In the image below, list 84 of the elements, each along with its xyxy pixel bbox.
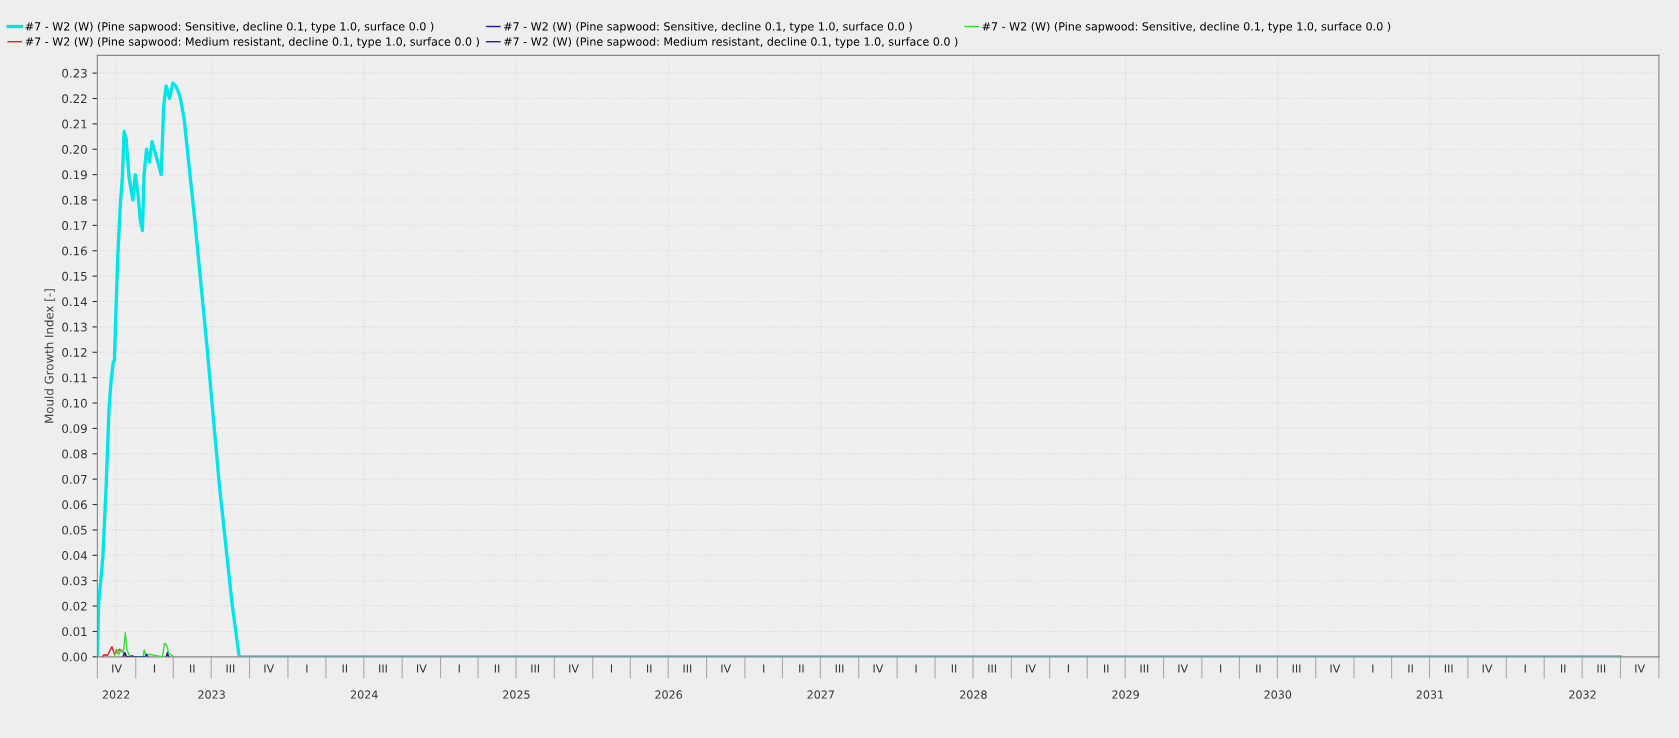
text: II	[1256, 664, 1261, 673]
y-tick-label: 0.17	[62, 221, 87, 231]
text: I	[458, 664, 460, 673]
text: II	[494, 664, 500, 673]
text: II	[647, 664, 652, 673]
y-tick-label: 0.20	[62, 144, 87, 154]
text: II	[1560, 664, 1566, 673]
legend-label: #7 - W2 (W) (Pine sapwood: Medium resistant, decline 0.1, type 1.0, surface 0.0 )	[504, 37, 958, 48]
x-tick-label: 2032	[1569, 690, 1596, 699]
y-tick-label: 0.05	[62, 525, 87, 535]
text: III	[1444, 664, 1453, 673]
text: I	[153, 664, 156, 673]
legend-label: #7 - W2 (W) (Pine sapwood: Sensitive, decline 0.1, type 1.0, surface 0.0 )	[25, 21, 434, 33]
x-tick-label: 2023	[198, 690, 225, 699]
text: I	[1524, 664, 1526, 673]
text: III	[683, 664, 692, 673]
text: III	[531, 664, 539, 673]
text: I	[306, 664, 308, 673]
x-tick-label: 2027	[807, 690, 834, 699]
y-tick-label: 0.21	[62, 119, 87, 129]
text: I	[1067, 664, 1069, 673]
text: III	[379, 664, 387, 673]
text: IV	[417, 664, 427, 673]
y-tick-label: 0.06	[62, 500, 87, 510]
text: IV	[1330, 664, 1341, 673]
y-tick-label: 0.15	[62, 271, 87, 281]
text: III	[1292, 664, 1301, 673]
y-tick-label: 0.01	[62, 627, 87, 637]
y-tick-label: 0.23	[62, 68, 87, 78]
text: IV	[873, 664, 884, 673]
y-tick-label: 0.22	[62, 94, 87, 104]
text: I	[763, 664, 765, 673]
y-tick-label: 0.07	[62, 474, 87, 484]
text: I	[1372, 664, 1374, 673]
x-tick-label: 2030	[1264, 690, 1292, 699]
text: II	[951, 664, 957, 673]
x-tick-label: 2031	[1416, 690, 1444, 699]
x-tick-label: 2028	[960, 690, 987, 699]
text: IV	[1178, 664, 1189, 673]
y-tick-label: 0.00	[62, 652, 87, 662]
y-tick-label: 0.19	[62, 170, 87, 180]
text: IV	[1482, 664, 1493, 673]
y-tick-label: 0.02	[62, 601, 87, 611]
text: I	[1220, 664, 1222, 673]
x-tick-label: 2025	[503, 690, 530, 699]
y-tick-label: 0.18	[62, 195, 87, 205]
x-tick-label: 2026	[655, 690, 683, 699]
line-series	[113, 632, 175, 657]
y-axis-title: Mould Growth Index [-]	[44, 289, 55, 423]
y-tick-label: 0.14	[62, 297, 87, 307]
text: II	[190, 664, 195, 673]
text: IV	[264, 664, 275, 673]
y-tick-label: 0.11	[62, 373, 87, 383]
x-tick-label: 2029	[1112, 690, 1139, 699]
x-tick-label: 2024	[350, 690, 378, 699]
x-tick-label: 2022	[102, 690, 130, 699]
text: II	[1104, 664, 1109, 673]
y-tick-label: 0.10	[62, 398, 87, 408]
text: IV	[1635, 664, 1646, 673]
y-tick-label: 0.16	[62, 246, 87, 256]
line-series	[97, 81, 1623, 657]
text: III	[1597, 664, 1606, 673]
text: II	[1408, 664, 1413, 673]
legend-label: #7 - W2 (W) (Pine sapwood: Sensitive, decline 0.1, type 1.0, surface 0.0 )	[504, 21, 912, 33]
text: II	[342, 664, 348, 673]
text: III	[988, 664, 996, 673]
text: IV	[569, 664, 579, 673]
text: II	[799, 664, 804, 673]
text: III	[226, 664, 235, 673]
text: III	[1140, 664, 1149, 673]
y-tick-label: 0.04	[62, 551, 87, 560]
y-tick-label: 0.13	[62, 322, 87, 332]
y-tick-label: 0.08	[62, 449, 87, 459]
text: I	[610, 664, 613, 673]
y-tick-label: 0.12	[62, 348, 87, 357]
y-tick-label: 0.09	[62, 424, 87, 434]
y-tick-label: 0.03	[62, 576, 87, 586]
text: IV	[1026, 664, 1036, 673]
legend-label: #7 - W2 (W) (Pine sapwood: Medium resistant, decline 0.1, type 1.0, surface 0.0 )	[25, 37, 479, 48]
text: IV	[721, 664, 732, 673]
text: IV	[112, 664, 122, 673]
legend-label: #7 - W2 (W) (Pine sapwood: Sensitive, decline 0.1, type 1.0, surface 0.0 )	[982, 21, 1391, 33]
text: I	[915, 664, 917, 673]
text: III	[835, 664, 844, 673]
